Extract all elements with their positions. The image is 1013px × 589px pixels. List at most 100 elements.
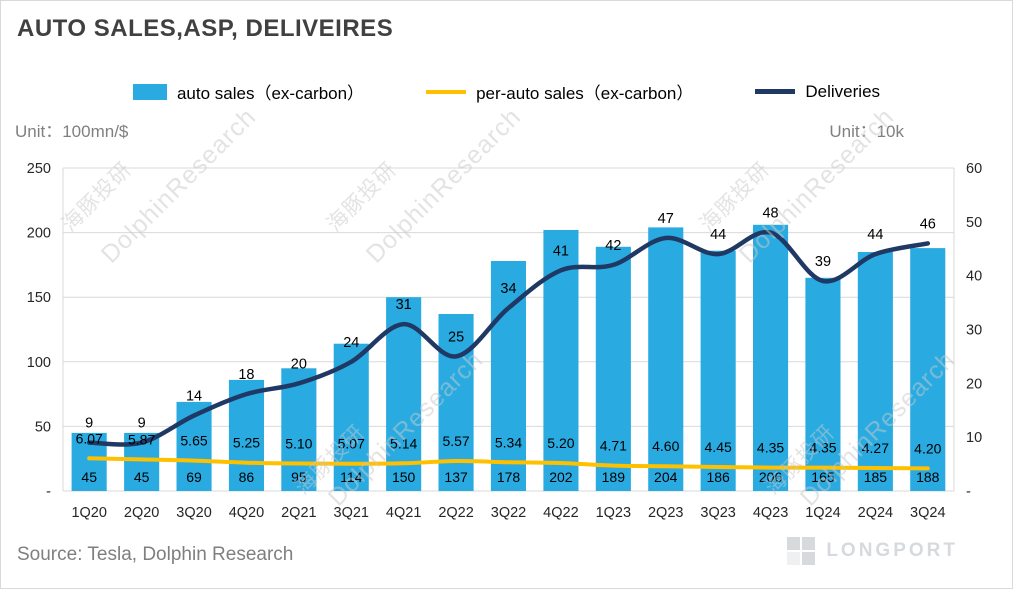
bar-value-label: 189 — [602, 469, 626, 485]
y-axis-right-tick: 60 — [966, 161, 982, 177]
deliveries-value-label: 14 — [186, 389, 202, 405]
y-axis-left-tick: 200 — [27, 226, 51, 242]
deliveries-value-label: 39 — [815, 254, 831, 270]
legend-swatch-asp-line-icon — [426, 89, 467, 94]
x-axis-tick: 2Q21 — [281, 505, 316, 521]
bar-value-label: 165 — [811, 469, 835, 485]
bar — [857, 252, 893, 491]
asp-value-label: 5.20 — [547, 435, 574, 451]
legend: auto sales（ex-carbon） per-auto sales（ex-… — [1, 79, 1012, 104]
deliveries-value-label: 42 — [605, 238, 621, 254]
y-axis-right-tick: - — [966, 484, 971, 500]
y-axis-right-tick: 40 — [966, 269, 982, 285]
bar-value-label: 137 — [444, 469, 468, 485]
source-note: Source: Tesla, Dolphin Research — [17, 544, 294, 565]
y-axis-left-tick: 50 — [35, 419, 51, 435]
legend-item-deliveries: Deliveries — [755, 82, 880, 102]
asp-value-label: 5.25 — [233, 435, 260, 451]
bar — [753, 224, 789, 492]
deliveries-value-label: 25 — [448, 329, 464, 345]
bar — [700, 250, 736, 491]
bar-value-label: 86 — [239, 469, 255, 485]
deliveries-value-label: 44 — [710, 227, 726, 243]
asp-value-label: 4.27 — [862, 440, 889, 456]
legend-label-auto-sales: auto sales（ex-carbon） — [176, 84, 365, 103]
bar-value-label: 95 — [291, 469, 307, 485]
bar-value-label: 69 — [186, 469, 202, 485]
deliveries-value-label: 41 — [553, 243, 569, 259]
bar-value-label: 45 — [134, 469, 150, 485]
x-axis-tick: 4Q22 — [543, 505, 578, 521]
y-axis-left-tick: 250 — [27, 161, 51, 177]
deliveries-value-label: 46 — [920, 216, 936, 232]
legend-item-auto-sales: auto sales（ex-carbon） — [132, 79, 365, 104]
legend-item-per-auto-sales: per-auto sales（ex-carbon） — [426, 79, 693, 104]
deliveries-value-label: 18 — [238, 367, 254, 383]
x-axis-tick: 1Q23 — [596, 505, 631, 521]
right-axis-unit: Unit：10k — [829, 122, 904, 141]
asp-value-label: 5.57 — [442, 433, 469, 449]
left-axis-unit: Unit：100mn/$ — [15, 122, 129, 141]
asp-value-label: 5.14 — [390, 435, 417, 451]
y-axis-right-tick: 30 — [966, 323, 982, 339]
bar — [805, 277, 841, 491]
bar — [595, 246, 631, 491]
deliveries-value-label: 20 — [291, 356, 307, 372]
deliveries-value-label: 44 — [867, 227, 883, 243]
bar-value-label: 206 — [759, 469, 783, 485]
y-axis-right-tick: 20 — [966, 376, 982, 392]
legend-swatch-deliveries-line-icon — [755, 89, 796, 94]
x-axis-tick: 2Q22 — [438, 505, 473, 521]
asp-value-label: 6.07 — [76, 430, 103, 446]
deliveries-value-label: 9 — [138, 416, 146, 432]
legend-label-deliveries: Deliveries — [805, 81, 881, 101]
asp-value-label: 5.87 — [128, 431, 155, 447]
asp-value-label: 4.35 — [809, 440, 836, 456]
longport-icon — [787, 537, 816, 565]
deliveries-value-label: 34 — [500, 281, 516, 297]
bar — [543, 230, 579, 491]
bar — [648, 227, 684, 491]
x-axis-tick: 3Q22 — [491, 505, 526, 521]
bar-value-label: 150 — [392, 469, 416, 485]
x-axis-tick: 3Q23 — [700, 505, 735, 521]
asp-value-label: 4.60 — [652, 438, 679, 454]
bar — [910, 248, 946, 491]
y-axis-left-tick: - — [46, 484, 51, 500]
bar-value-label: 114 — [340, 469, 363, 485]
legend-label-per-auto-sales: per-auto sales（ex-carbon） — [476, 84, 694, 103]
x-axis-tick: 1Q20 — [71, 505, 106, 521]
deliveries-line — [86, 229, 931, 447]
chart-title: AUTO SALES,ASP, DELIVEIRES — [17, 15, 394, 42]
y-axis-left-tick: 100 — [27, 355, 51, 371]
asp-line — [87, 456, 930, 471]
deliveries-value-label: 24 — [343, 335, 359, 351]
x-axis-tick: 2Q24 — [858, 505, 893, 521]
asp-value-label: 4.20 — [914, 440, 941, 456]
asp-value-label: 4.35 — [757, 440, 784, 456]
bar-value-label: 186 — [706, 469, 730, 485]
bar — [281, 368, 317, 491]
bar-value-label: 178 — [497, 469, 521, 485]
asp-value-label: 5.34 — [495, 434, 522, 450]
asp-value-label: 4.71 — [600, 438, 627, 454]
deliveries-value-label: 9 — [85, 416, 93, 432]
bar-value-label: 45 — [81, 469, 97, 485]
asp-value-label: 5.10 — [285, 436, 312, 452]
deliveries-value-label: 31 — [396, 297, 412, 313]
legend-swatch-bar-icon — [132, 83, 167, 100]
x-axis-tick: 3Q21 — [334, 505, 369, 521]
asp-value-label: 5.07 — [338, 436, 365, 452]
x-axis-tick: 4Q21 — [386, 505, 421, 521]
deliveries-value-label: 48 — [762, 206, 778, 222]
y-axis-left-tick: 150 — [27, 290, 51, 306]
x-axis-tick: 3Q20 — [176, 505, 211, 521]
x-axis-tick: 1Q24 — [805, 505, 840, 521]
deliveries-value-label: 47 — [658, 211, 674, 227]
bar-value-label: 202 — [549, 469, 573, 485]
longport-wordmark: LONGPORT — [826, 540, 958, 561]
x-axis-tick: 2Q20 — [124, 505, 159, 521]
x-axis-tick: 4Q23 — [753, 505, 788, 521]
